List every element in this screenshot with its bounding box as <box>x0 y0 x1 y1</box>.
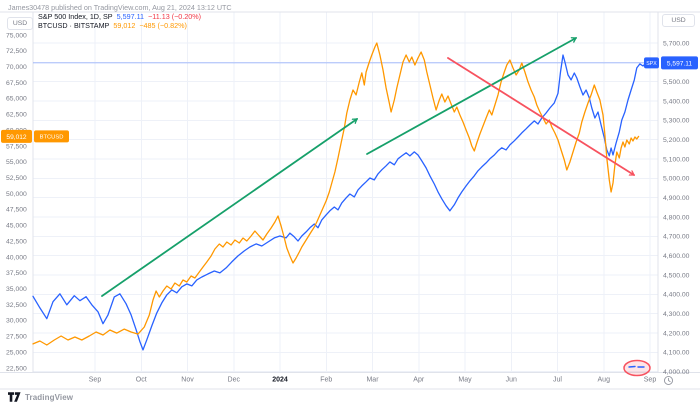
time-axis-label: Aug <box>598 377 611 384</box>
btc-legend-title: BTCUSD · BITSTAMP <box>38 20 110 30</box>
right-axis-tick: 4,400.00 <box>663 292 690 299</box>
left-axis-tick: 35,000 <box>6 286 27 293</box>
spx-legend-title: S&P 500 Index, 1D, SP <box>38 12 113 21</box>
time-axis-label: Nov <box>181 377 194 384</box>
right-axis-tick: 5,700.00 <box>663 40 690 47</box>
time-axis-label: Oct <box>136 377 147 384</box>
spx-price-badge: SPX 5,597.11 <box>644 56 698 70</box>
btc-legend-change: −485 (−0.82%) <box>139 20 187 30</box>
left-axis-tick: 27,500 <box>6 334 27 341</box>
btc-legend-price: 59,012 <box>113 20 136 30</box>
time-axis-label: Sep <box>89 377 102 384</box>
left-price-scale[interactable]: 75,00072,50070,00067,50065,00062,50060,0… <box>6 32 27 372</box>
right-axis-tick: 5,500.00 <box>663 79 690 86</box>
highlight-ellipse[interactable] <box>623 359 651 377</box>
legend: S&P 500 Index, 1D, SP 5,597.11 −11.13 (−0.… <box>38 12 202 31</box>
right-axis-tick: 5,100.00 <box>663 156 690 163</box>
axis-borders <box>0 11 700 390</box>
spx-series-line[interactable] <box>32 54 647 351</box>
left-axis-tick: 62,500 <box>6 112 27 119</box>
left-axis-tick: 55,000 <box>6 159 27 166</box>
time-axis-label: Apr <box>413 377 425 384</box>
left-axis-tick: 57,500 <box>6 143 27 150</box>
time-axis-label: Jun <box>506 377 517 384</box>
left-axis-tick: 52,500 <box>6 175 27 182</box>
trend-arrow-down[interactable] <box>447 57 634 176</box>
trend-arrow-up-1[interactable] <box>101 118 357 297</box>
ellipse-inner-mark <box>628 365 645 368</box>
tradingview-logo[interactable] <box>8 392 21 402</box>
btc-price-badge: 59,012 BTCUSD <box>1 129 69 143</box>
time-axis-label: Jul <box>553 377 562 384</box>
clock-icon[interactable] <box>663 375 674 386</box>
time-scale[interactable]: Sep Oct Nov Dec 2024 Feb Mar Apr May Jun Jul Aug Sep <box>89 377 657 384</box>
time-axis-label: Sep <box>644 377 657 384</box>
right-axis-tick: 4,900.00 <box>663 195 690 202</box>
right-axis-tick: 4,600.00 <box>663 253 690 260</box>
left-axis-tick: 25,000 <box>6 349 27 356</box>
svg-text:SPX: SPX <box>646 61 657 67</box>
right-axis-tick: 5,000.00 <box>663 176 690 183</box>
left-axis-tick: 72,500 <box>6 48 27 55</box>
spx-legend-change: −11.13 (−0.20%) <box>148 12 202 21</box>
btcusd-series-line[interactable] <box>32 42 640 346</box>
time-axis-label: May <box>458 377 472 384</box>
right-axis-tick: 4,000.00 <box>663 369 690 376</box>
legend-row-spx[interactable]: S&P 500 Index, 1D, SP 5,597.11 −11.13 (−0.… <box>38 12 202 22</box>
right-price-scale[interactable]: 5,700.005,600.005,500.005,400.005,300.00… <box>663 40 690 376</box>
time-axis-label: 2024 <box>272 377 288 384</box>
trend-arrow-up-2[interactable] <box>366 37 576 155</box>
right-axis-tick: 4,300.00 <box>663 311 690 318</box>
left-axis-tick: 32,500 <box>6 302 27 309</box>
right-axis-tick: 4,500.00 <box>663 272 690 279</box>
right-axis-tick: 5,400.00 <box>663 98 690 105</box>
left-axis-tick: 47,500 <box>6 207 27 214</box>
footer: TradingView <box>8 391 73 403</box>
left-scale-currency-button[interactable]: USD <box>7 17 33 30</box>
left-axis-tick: 50,000 <box>6 191 27 198</box>
left-axis-tick: 40,000 <box>6 254 27 261</box>
spx-legend-price: 5,597.11 <box>116 12 145 21</box>
svg-text:5,597.11: 5,597.11 <box>667 60 693 67</box>
publish-info: James30478 published on TradingView.com,… <box>8 3 232 12</box>
left-axis-tick: 67,500 <box>6 80 27 87</box>
right-scale-currency-button[interactable]: USD <box>662 14 695 27</box>
left-axis-tick: 65,000 <box>6 96 27 103</box>
svg-text:59,012: 59,012 <box>6 134 27 141</box>
left-axis-tick: 30,000 <box>6 318 27 325</box>
right-axis-tick: 5,300.00 <box>663 118 690 125</box>
svg-text:BTCUSD: BTCUSD <box>40 135 64 141</box>
time-axis-label: Mar <box>366 377 379 384</box>
legend-row-btc[interactable]: BTCUSD · BITSTAMP 59,012 −485 (−0.82%) <box>38 20 201 31</box>
right-axis-tick: 4,100.00 <box>663 350 690 357</box>
right-axis-tick: 5,200.00 <box>663 137 690 144</box>
right-axis-tick: 4,200.00 <box>663 330 690 337</box>
left-axis-tick: 75,000 <box>6 32 27 39</box>
time-axis-label: Dec <box>228 377 241 384</box>
right-axis-tick: 4,700.00 <box>663 234 690 241</box>
left-axis-tick: 42,500 <box>6 238 27 245</box>
time-axis-label: Feb <box>320 377 332 384</box>
left-axis-tick: 22,500 <box>6 365 27 372</box>
left-axis-tick: 45,000 <box>6 223 27 230</box>
tradingview-wordmark[interactable]: TradingView <box>25 392 74 402</box>
right-axis-tick: 4,800.00 <box>663 214 690 221</box>
left-axis-tick: 37,500 <box>6 270 27 277</box>
gridlines <box>33 12 658 373</box>
left-axis-tick: 70,000 <box>6 64 27 71</box>
